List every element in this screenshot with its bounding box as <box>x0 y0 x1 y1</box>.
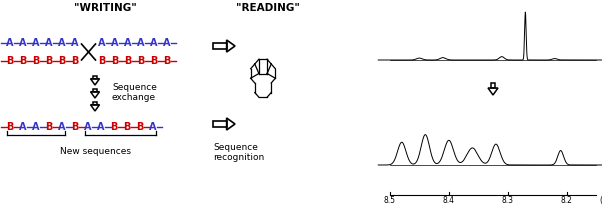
Text: B: B <box>19 56 26 66</box>
Text: B: B <box>136 122 144 132</box>
Text: B: B <box>124 56 132 66</box>
Text: B: B <box>71 56 79 66</box>
Text: B: B <box>123 122 131 132</box>
Text: A: A <box>111 38 119 48</box>
Text: A: A <box>58 122 66 132</box>
Text: Sequence
recognition: Sequence recognition <box>213 143 264 162</box>
Text: B: B <box>163 56 171 66</box>
Text: B: B <box>110 122 117 132</box>
Text: 8.2: 8.2 <box>560 196 573 205</box>
Text: 8.4: 8.4 <box>443 196 455 205</box>
Text: B: B <box>45 122 53 132</box>
Text: A: A <box>33 122 40 132</box>
Text: A: A <box>71 38 79 48</box>
Text: A: A <box>58 38 66 48</box>
Text: 8.5: 8.5 <box>384 196 396 205</box>
Text: A: A <box>124 38 132 48</box>
Text: A: A <box>45 38 53 48</box>
Text: Sequence
exchange: Sequence exchange <box>112 83 157 102</box>
Text: A: A <box>149 122 157 132</box>
Text: A: A <box>98 38 106 48</box>
Text: A: A <box>6 38 14 48</box>
Text: "READING": "READING" <box>236 3 300 13</box>
Text: A: A <box>137 38 144 48</box>
Text: A: A <box>84 122 92 132</box>
Text: B: B <box>137 56 144 66</box>
Text: (ppm): (ppm) <box>599 196 602 205</box>
Text: A: A <box>19 122 26 132</box>
Text: A: A <box>19 38 26 48</box>
Text: A: A <box>163 38 171 48</box>
Text: B: B <box>6 56 14 66</box>
Text: B: B <box>45 56 53 66</box>
Text: A: A <box>98 122 105 132</box>
Text: B: B <box>98 56 106 66</box>
Text: B: B <box>111 56 119 66</box>
Text: A: A <box>33 38 40 48</box>
Text: "WRITING": "WRITING" <box>73 3 137 13</box>
Text: B: B <box>71 122 79 132</box>
Text: B: B <box>33 56 40 66</box>
Text: B: B <box>58 56 66 66</box>
Text: 8.3: 8.3 <box>501 196 514 205</box>
Text: B: B <box>150 56 158 66</box>
Text: A: A <box>150 38 158 48</box>
Text: New sequences: New sequences <box>60 147 131 156</box>
Text: B: B <box>6 122 14 132</box>
